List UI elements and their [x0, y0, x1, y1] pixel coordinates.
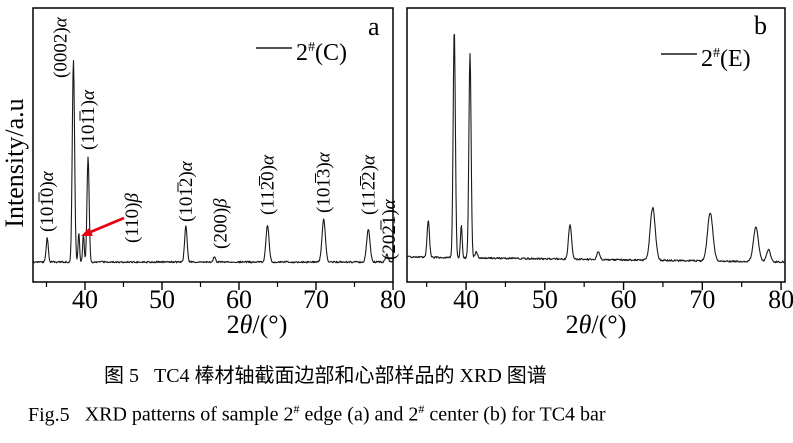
x-axis-label-a: 2θ/(°): [187, 310, 327, 340]
caption-english: Fig.5 XRD patterns of sample 2# edge (a) …: [28, 402, 606, 427]
xrd-curve-a: [32, 59, 394, 264]
x-axis-label-text: 2: [226, 310, 240, 339]
theta-symbol: θ: [578, 310, 592, 339]
x-axis-label-unit: /(°): [252, 310, 288, 339]
peak-label: (110)β: [122, 193, 143, 243]
x-tick-label: 80: [380, 285, 406, 314]
legend-label-a: 2#(C): [296, 35, 347, 66]
caption-text-en: XRD patterns of sample 2: [84, 403, 294, 426]
peak-label: (112̅2)α: [358, 154, 379, 215]
legend-sample-code: (E): [720, 46, 751, 72]
x-tick-label: 80: [768, 285, 793, 314]
caption-text-en: edge (a) and 2: [299, 403, 419, 426]
caption-figure-number-en: Fig.5: [28, 403, 70, 426]
peak-label: (101̅3)α: [314, 151, 335, 213]
caption-text-zh: TC4 棒材轴截面边部和心部样品的 XRD 图谱: [154, 365, 547, 387]
caption-hash-superscript: #: [418, 402, 425, 416]
caption-text-en: center (b) for TC4 bar: [424, 403, 606, 426]
peak-label: (112̅0)α: [257, 154, 278, 215]
caption-figure-number-zh: 图 5: [104, 365, 139, 387]
panel-a: 40 50 60 70 80 (101̅0)α (0002)α (110)β (101̅1)α (…: [32, 7, 406, 314]
panel-letter-b: b: [754, 11, 767, 40]
x-tick-label: 60: [611, 285, 637, 314]
legend-sample-number: 2: [701, 46, 713, 72]
beta-peak-arrow-head: [81, 227, 93, 236]
x-axis-label-unit: /(°): [591, 310, 627, 339]
legend-sample-number: 2: [296, 40, 308, 66]
x-tick-label: 50: [532, 285, 558, 314]
legend-sample-code: (C): [315, 40, 347, 66]
beta-peak-arrow-line: [90, 216, 125, 234]
caption-chinese: 图 5 TC4 棒材轴截面边部和心部样品的 XRD 图谱: [104, 359, 547, 388]
x-tick-label: 40: [72, 285, 98, 314]
panel-letter-a: a: [368, 12, 380, 41]
caption-hash-superscript: #: [293, 402, 300, 416]
xrd-plots-canvas: 40 50 60 70 80 (101̅0)α (0002)α (110)β (101̅1)α (…: [32, 7, 793, 314]
y-axis-label: Intensity/a.u: [0, 98, 29, 228]
theta-symbol: θ: [239, 310, 253, 339]
x-tick-label: 60: [226, 285, 252, 314]
x-tick-label: 50: [149, 285, 175, 314]
legend-hash-superscript: #: [308, 40, 315, 55]
peak-label: (101̅1)α: [78, 89, 99, 150]
x-tick-label: 40: [453, 285, 479, 314]
x-axis-label-b: 2θ/(°): [526, 310, 666, 340]
legend-label-b: 2#(E): [701, 41, 751, 72]
panel-border-b: [406, 7, 786, 283]
x-tick-label: 70: [689, 285, 715, 314]
peak-label: (200)β: [210, 198, 231, 249]
x-tick-label: 70: [303, 285, 329, 314]
x-axis-label-text: 2: [565, 310, 579, 339]
xrd-curve-b: [406, 33, 786, 264]
legend-hash-superscript: #: [713, 46, 720, 61]
panel-border-a: [32, 7, 394, 283]
peak-label: (101̅2)α: [176, 160, 197, 222]
peak-label: (101̅0)α: [37, 170, 58, 232]
peak-label: (202̅1)α: [379, 198, 400, 260]
peak-label: (0002)α: [50, 16, 71, 78]
panel-b: 40 50 60 70 80: [406, 7, 793, 314]
